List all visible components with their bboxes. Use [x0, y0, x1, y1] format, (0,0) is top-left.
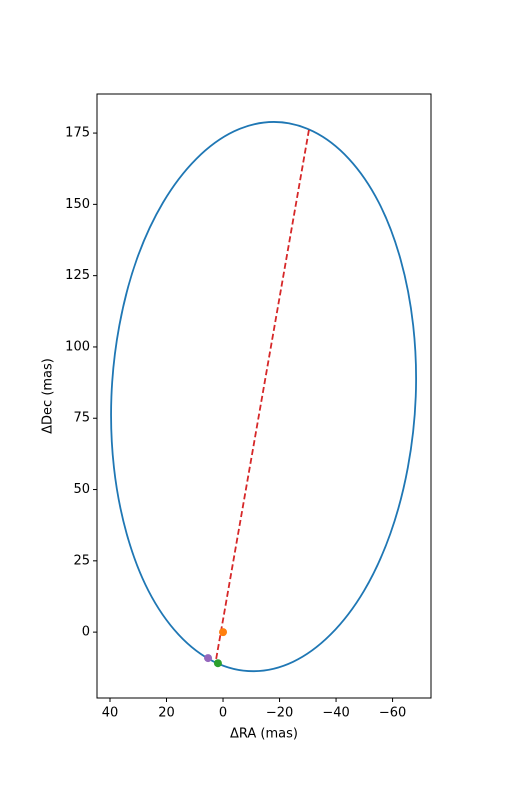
y-tick-label: 75	[73, 411, 90, 426]
x-tick-label: −60	[379, 706, 406, 721]
x-tick-label: 20	[158, 706, 175, 721]
x-tick-label: 40	[102, 706, 119, 721]
y-tick-label: 0	[82, 625, 90, 640]
point	[219, 628, 228, 637]
orbit-line	[110, 121, 417, 673]
y-tick-label: 50	[73, 482, 90, 497]
y-tick-label: 175	[65, 126, 90, 141]
y-axis-label: ΔDec (mas)	[41, 358, 56, 434]
plot-frame	[96, 93, 432, 699]
y-tick-label: 100	[65, 339, 90, 354]
x-axis-label: ΔRA (mas)	[230, 727, 298, 742]
x-tick-label: −20	[266, 706, 293, 721]
point	[204, 654, 213, 663]
dashed-line	[215, 129, 310, 661]
y-tick-label: 125	[65, 268, 90, 283]
point	[213, 659, 222, 668]
x-tick-label: −40	[322, 706, 349, 721]
y-tick-label: 150	[65, 197, 90, 212]
x-tick-label: 0	[219, 706, 227, 721]
y-tick-label: 25	[73, 553, 90, 568]
